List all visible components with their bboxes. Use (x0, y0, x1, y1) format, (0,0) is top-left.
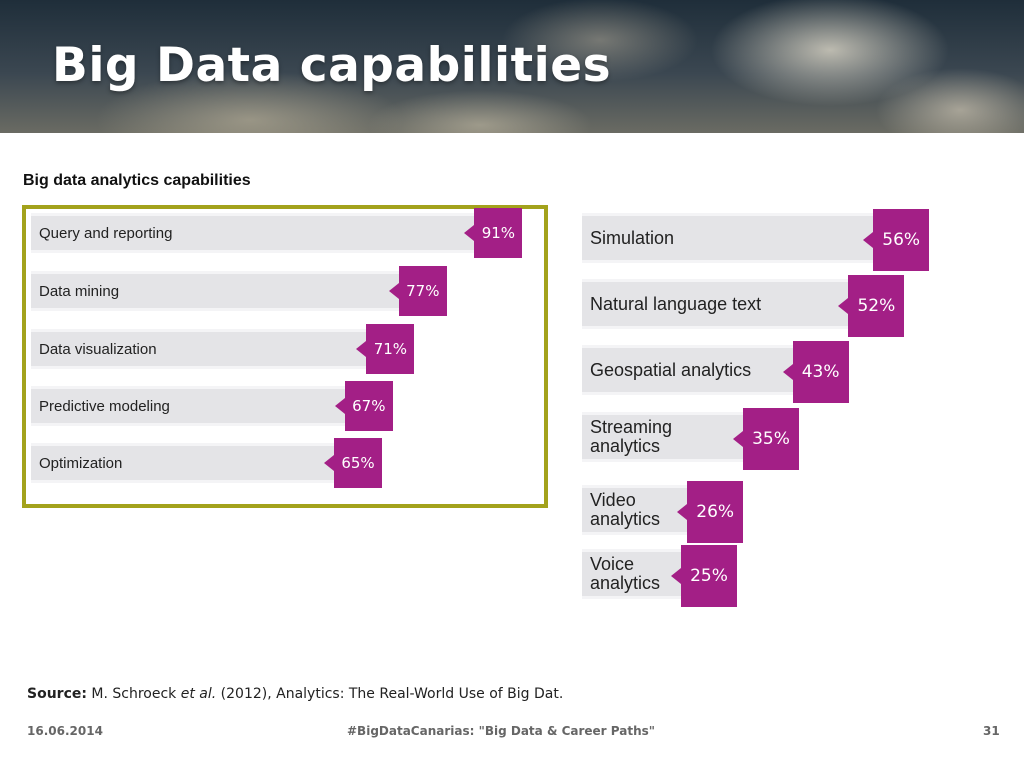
bar-2-5 (582, 485, 690, 535)
bar-label: Optimization (39, 454, 123, 472)
bar-1-5 (31, 443, 336, 483)
value-tag: 26% (677, 481, 744, 543)
bar-2-6 (582, 549, 683, 599)
value-tag: 56% (863, 209, 930, 271)
bar-1-4 (31, 386, 347, 426)
source-citation: Source: M. Schroeck et al. (2012), Analy… (27, 686, 563, 702)
source-rest: (2012), Analytics: The Real-World Use of… (216, 686, 564, 702)
title-banner: Big Data capabilities (0, 0, 1024, 133)
bar-label: Natural language text (590, 293, 762, 314)
bar-label: Streaming analytics (590, 417, 673, 456)
bar-2-4 (582, 412, 745, 462)
value-tag: 77% (388, 266, 447, 316)
bar-label: Predictive modeling (39, 397, 170, 415)
bar-1-2 (31, 271, 401, 311)
value-tag: 71% (356, 324, 415, 374)
value-tag: 65% (324, 438, 382, 488)
bar-label: Data visualization (39, 340, 157, 358)
chart-title: Big data analytics capabilities (23, 172, 251, 189)
bar-2-1 (582, 213, 876, 263)
value-tag: 91% (464, 208, 523, 258)
bar-label: Video analytics (590, 490, 661, 529)
bar-1-3 (31, 329, 369, 369)
source-author: M. Schroeck (91, 686, 181, 702)
footer-event: #BigDataCanarias: "Big Data & Career Pat… (347, 724, 656, 738)
value-tag: 52% (838, 275, 905, 337)
slide-title: Big Data capabilities (52, 38, 612, 93)
bar-label: Simulation (590, 227, 675, 248)
source-label: Source: (27, 686, 87, 702)
footer-page-number: 31 (983, 724, 1000, 738)
bar-label: Geospatial analytics (590, 359, 752, 380)
bar-label: Voice analytics (590, 554, 661, 593)
bar-label: Query and reporting (39, 224, 173, 242)
value-tag: 67% (334, 381, 393, 431)
bar-label: Data mining (39, 282, 120, 300)
source-etal: et al. (180, 686, 217, 702)
bar-2-3 (582, 345, 795, 395)
footer-date: 16.06.2014 (27, 724, 103, 738)
value-tag: 35% (733, 408, 799, 470)
value-tag: 25% (671, 545, 737, 607)
value-tag: 43% (782, 341, 849, 403)
highlight-box (22, 205, 548, 508)
bar-1-1 (31, 213, 477, 253)
bar-2-2 (582, 279, 851, 329)
